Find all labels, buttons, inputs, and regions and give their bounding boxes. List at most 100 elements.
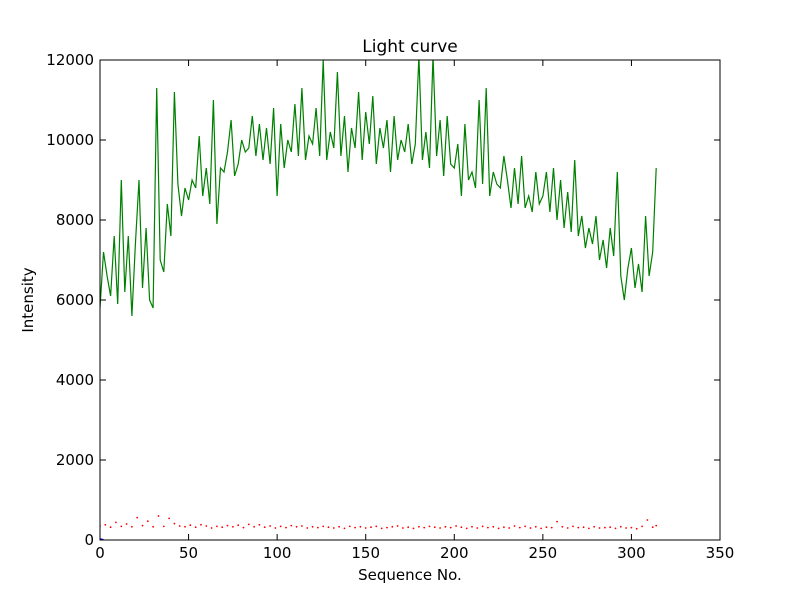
data-point xyxy=(518,526,521,529)
data-point xyxy=(370,526,372,529)
data-point xyxy=(242,526,245,529)
x-tick-label: 150 xyxy=(351,544,380,562)
data-point xyxy=(497,527,500,530)
series-line-0 xyxy=(100,60,657,317)
data-point xyxy=(449,526,452,529)
data-point xyxy=(577,526,580,529)
data-point xyxy=(396,525,399,527)
data-point xyxy=(471,525,473,528)
y-axis: 0 2000 4000 6000 8000 10000 12000 xyxy=(46,51,720,549)
data-point xyxy=(184,525,186,528)
data-point xyxy=(439,527,441,529)
series-points-1 xyxy=(100,515,658,530)
data-point xyxy=(582,526,585,529)
y-tick-label: 0 xyxy=(84,531,94,549)
data-point xyxy=(593,525,596,528)
series-layer xyxy=(100,60,658,540)
data-point xyxy=(258,523,261,526)
data-point xyxy=(216,525,218,528)
data-point xyxy=(487,526,489,529)
data-point xyxy=(609,526,612,529)
data-point xyxy=(104,523,107,526)
data-point xyxy=(322,525,325,528)
x-axis-label: Sequence No. xyxy=(358,566,462,584)
data-point xyxy=(338,525,340,528)
data-point xyxy=(566,527,569,529)
data-point xyxy=(301,525,303,527)
data-point xyxy=(598,527,601,529)
data-point xyxy=(279,525,282,528)
data-point xyxy=(348,525,351,528)
data-point xyxy=(588,527,590,530)
chart-title: Light curve xyxy=(362,37,457,57)
data-point xyxy=(226,524,229,527)
data-point xyxy=(311,525,314,528)
data-point xyxy=(503,526,505,529)
data-point xyxy=(534,525,537,528)
data-point xyxy=(391,525,394,528)
data-point xyxy=(635,527,638,530)
y-tick-label: 6000 xyxy=(56,291,94,309)
data-point xyxy=(205,525,208,527)
data-point xyxy=(189,524,192,527)
data-point xyxy=(253,525,256,528)
data-point xyxy=(152,525,155,528)
data-point xyxy=(364,527,367,529)
data-point xyxy=(375,525,378,528)
data-point xyxy=(327,526,330,529)
data-point xyxy=(561,525,564,528)
data-point xyxy=(269,525,271,527)
data-point xyxy=(168,517,171,520)
data-point xyxy=(402,527,404,529)
y-tick-label: 8000 xyxy=(56,211,94,229)
data-point xyxy=(428,525,431,528)
data-point xyxy=(354,526,356,529)
data-point xyxy=(359,525,362,528)
data-point xyxy=(407,526,410,529)
data-point xyxy=(625,527,627,529)
data-point xyxy=(125,523,128,525)
x-tick-label: 350 xyxy=(706,544,735,562)
data-point xyxy=(655,524,658,527)
data-point xyxy=(545,526,548,529)
data-point xyxy=(619,525,622,528)
data-point xyxy=(481,525,484,528)
data-point xyxy=(386,526,388,529)
data-point xyxy=(115,521,117,524)
data-point xyxy=(332,527,335,529)
data-point xyxy=(412,527,415,530)
data-point xyxy=(556,520,558,523)
data-point xyxy=(460,526,463,529)
data-point xyxy=(492,525,495,528)
data-point xyxy=(630,526,633,529)
data-point xyxy=(274,527,277,529)
data-point xyxy=(572,525,574,528)
data-point xyxy=(120,525,123,528)
x-tick-label: 50 xyxy=(179,544,198,562)
data-point xyxy=(418,525,420,528)
data-point xyxy=(109,526,112,529)
y-tick-label: 10000 xyxy=(46,131,94,149)
x-tick-label: 250 xyxy=(529,544,558,562)
y-tick-label: 2000 xyxy=(56,451,94,469)
data-point xyxy=(433,526,436,529)
y-tick-label: 12000 xyxy=(46,51,94,69)
data-point xyxy=(423,526,426,529)
data-point xyxy=(232,525,234,528)
data-point xyxy=(290,524,293,527)
data-point xyxy=(263,526,266,529)
data-point xyxy=(380,527,383,530)
data-point xyxy=(237,524,240,527)
data-point xyxy=(136,516,139,519)
y-axis-label: Intensity xyxy=(19,267,37,332)
data-point xyxy=(131,525,133,528)
data-point xyxy=(540,527,542,530)
data-point xyxy=(455,525,457,527)
data-point xyxy=(550,526,553,529)
data-point xyxy=(221,526,224,529)
data-point xyxy=(295,525,298,528)
data-point xyxy=(178,525,181,527)
data-point xyxy=(513,525,516,527)
